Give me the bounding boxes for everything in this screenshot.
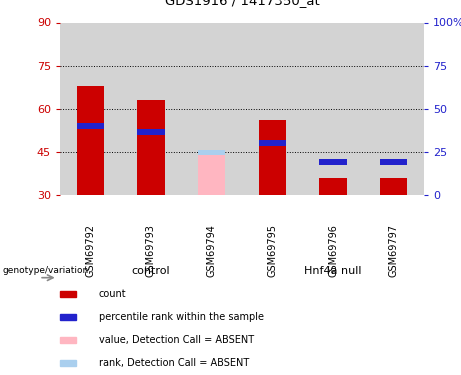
Text: GSM69794: GSM69794 xyxy=(207,224,217,277)
Text: Hnf4a null: Hnf4a null xyxy=(304,266,362,276)
Text: genotype/variation: genotype/variation xyxy=(2,266,89,275)
Text: rank, Detection Call = ABSENT: rank, Detection Call = ABSENT xyxy=(99,358,249,368)
Text: GSM69792: GSM69792 xyxy=(85,224,95,277)
Text: count: count xyxy=(99,289,126,299)
Bar xyxy=(259,140,286,146)
Bar xyxy=(319,178,347,195)
Bar xyxy=(77,123,104,129)
Bar xyxy=(198,150,225,155)
Text: GSM69795: GSM69795 xyxy=(267,224,278,277)
Bar xyxy=(198,153,225,195)
Text: GSM69797: GSM69797 xyxy=(389,224,399,277)
Bar xyxy=(380,178,408,195)
Bar xyxy=(137,129,165,135)
Text: control: control xyxy=(132,266,170,276)
Bar xyxy=(60,337,77,343)
Bar xyxy=(60,360,77,366)
Text: percentile rank within the sample: percentile rank within the sample xyxy=(99,312,264,322)
Text: GSM69793: GSM69793 xyxy=(146,224,156,277)
Text: GSM69796: GSM69796 xyxy=(328,224,338,277)
Text: GDS1916 / 1417350_at: GDS1916 / 1417350_at xyxy=(165,0,319,8)
Bar xyxy=(259,120,286,195)
Bar xyxy=(60,291,77,297)
Text: value, Detection Call = ABSENT: value, Detection Call = ABSENT xyxy=(99,335,254,345)
Bar xyxy=(319,159,347,165)
Bar xyxy=(137,100,165,195)
Bar xyxy=(60,314,77,320)
Bar xyxy=(77,86,104,195)
Bar xyxy=(380,159,408,165)
